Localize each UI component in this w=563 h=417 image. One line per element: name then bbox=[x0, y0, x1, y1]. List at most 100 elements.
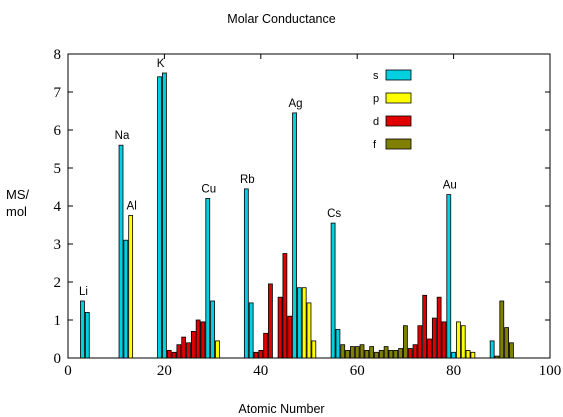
x-axis-label: Atomic Number bbox=[238, 402, 325, 416]
bar-p bbox=[301, 287, 307, 359]
y-axis-label-line-1: MS/ bbox=[6, 187, 30, 202]
bar-s bbox=[446, 194, 452, 359]
bar-d bbox=[200, 321, 206, 359]
bar-s bbox=[118, 144, 124, 359]
y-tick-label: 4 bbox=[54, 199, 62, 215]
bar-f bbox=[499, 300, 505, 359]
bar-d bbox=[407, 348, 413, 359]
bar-f bbox=[509, 342, 514, 359]
legend-swatch bbox=[385, 69, 412, 81]
bar-d bbox=[181, 336, 187, 359]
bar-p bbox=[460, 325, 466, 359]
legend-label: d bbox=[373, 116, 379, 128]
bar-d bbox=[277, 296, 283, 359]
bar-f bbox=[345, 349, 350, 359]
bar-f bbox=[398, 348, 403, 359]
bar-f bbox=[504, 327, 509, 359]
annotation-label: Au bbox=[443, 180, 457, 192]
bar-f bbox=[364, 349, 370, 359]
bar-s bbox=[243, 188, 249, 359]
bar-f bbox=[359, 344, 365, 359]
bar-f bbox=[378, 349, 384, 359]
bar-p bbox=[215, 340, 220, 359]
bar-s bbox=[162, 72, 167, 359]
legend-swatch bbox=[385, 92, 412, 104]
legend-swatch bbox=[385, 115, 412, 127]
bar-d bbox=[282, 253, 288, 359]
bar-d bbox=[258, 349, 264, 359]
bar-d bbox=[171, 351, 177, 359]
bar-f bbox=[403, 325, 408, 359]
annotations: Li Na Al K Cu Rb Ag Cs Au bbox=[79, 58, 457, 298]
bar-d bbox=[417, 325, 423, 359]
y-tick-label: 0 bbox=[54, 351, 62, 367]
bar-d bbox=[268, 283, 273, 359]
x-tick-label: 100 bbox=[539, 363, 562, 379]
bar-d bbox=[186, 342, 191, 359]
x-tick-label: 60 bbox=[350, 363, 365, 379]
bars bbox=[80, 72, 514, 359]
bar-f bbox=[393, 349, 399, 359]
annotation-label: Cu bbox=[201, 183, 216, 195]
bar-p bbox=[470, 351, 476, 359]
bar-p bbox=[311, 340, 317, 359]
bar-s bbox=[157, 76, 162, 359]
bar-d bbox=[195, 319, 201, 359]
bar-d bbox=[427, 338, 432, 359]
bar-s bbox=[210, 300, 215, 359]
bar-f bbox=[369, 346, 375, 359]
bar-f bbox=[383, 346, 389, 359]
bar-d bbox=[166, 349, 172, 359]
bar-p bbox=[128, 215, 134, 359]
bar-f bbox=[354, 346, 360, 359]
bar-f bbox=[349, 346, 355, 359]
annotation-label: Na bbox=[115, 130, 130, 142]
x-tick-label: 0 bbox=[64, 363, 72, 379]
y-tick-label: 1 bbox=[54, 313, 62, 329]
x-tick-label: 20 bbox=[157, 363, 172, 379]
bar-s bbox=[123, 239, 129, 359]
y-tick-label: 8 bbox=[54, 47, 62, 63]
legend-label: s bbox=[373, 70, 379, 82]
annotation-label: Ag bbox=[289, 98, 303, 110]
bar-s bbox=[296, 287, 302, 359]
bar-d bbox=[431, 317, 437, 359]
bar-s bbox=[330, 222, 336, 359]
bar-f bbox=[388, 349, 394, 359]
bar-d bbox=[176, 344, 182, 359]
bar-d bbox=[253, 351, 259, 359]
bar-p bbox=[456, 321, 461, 359]
y-tick-label: 3 bbox=[54, 237, 62, 253]
annotation-label: Rb bbox=[240, 174, 255, 186]
y-axis-label-line-2: mol bbox=[6, 204, 27, 219]
annotation-label: Li bbox=[79, 286, 88, 298]
bar-s bbox=[205, 197, 211, 359]
y-tick-label: 6 bbox=[54, 123, 62, 139]
legend-swatch bbox=[385, 138, 412, 150]
bar-f bbox=[340, 344, 346, 359]
bar-s bbox=[84, 311, 90, 359]
bar-f bbox=[374, 351, 379, 359]
bar-d bbox=[436, 296, 442, 359]
bar-s bbox=[451, 351, 456, 359]
bar-s bbox=[335, 329, 341, 359]
y-tick-label: 2 bbox=[54, 275, 62, 291]
x-tick-label: 80 bbox=[446, 363, 461, 379]
bar-p bbox=[306, 302, 312, 359]
bar-f bbox=[494, 355, 500, 359]
legend-label: f bbox=[373, 139, 377, 151]
bar-s bbox=[292, 112, 297, 359]
annotation-label: Al bbox=[127, 201, 137, 213]
chart-title: Molar Conductance bbox=[227, 12, 336, 26]
annotation-label: Cs bbox=[327, 208, 341, 220]
bar-s bbox=[80, 300, 85, 359]
x-tick-label: 40 bbox=[253, 363, 268, 379]
y-axis-label: MS/ mol bbox=[6, 186, 29, 220]
bar-d bbox=[441, 321, 447, 359]
y-tick-label: 7 bbox=[54, 85, 62, 101]
bar-s bbox=[248, 302, 254, 359]
bar-s bbox=[489, 340, 495, 359]
